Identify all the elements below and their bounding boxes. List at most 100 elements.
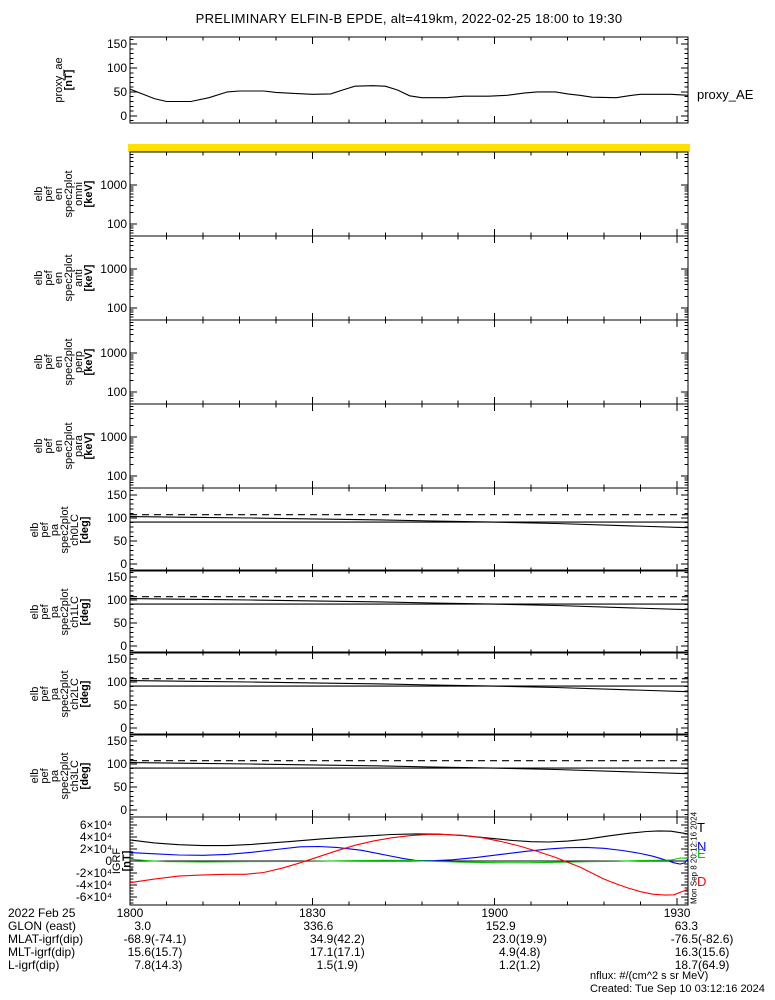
panel-pa_ch3lc: 150 100 50 0	[107, 733, 689, 818]
var-value: 336.6	[303, 919, 334, 933]
series-proxy_AE	[129, 85, 689, 103]
var-value: 7.8	[134, 958, 151, 972]
flux-units-note: nflux: #/(cm^2 s sr MeV)	[590, 970, 709, 982]
var-value: 1.2	[499, 958, 516, 972]
x-tick-label: 1930	[663, 906, 691, 920]
var-value-mapped: (15.7)	[151, 945, 183, 959]
y-tick-label: -2×10⁴	[76, 866, 112, 880]
panel-frame	[129, 151, 689, 237]
var-value: 17.1	[310, 945, 334, 959]
row-label-mlat: MLAT-igrf(dip)	[8, 932, 84, 946]
panel-frame	[129, 235, 689, 321]
y-axis-label-en_omni: elb pef en spec2plot omni [keV]	[33, 170, 95, 218]
y-tick-label: 100	[107, 217, 127, 231]
panel-en_perp: 1000 100	[100, 319, 689, 405]
var-value: 3.0	[134, 919, 151, 933]
y-tick-label: 150	[107, 488, 127, 502]
var-value-mapped: (15.6)	[698, 945, 730, 959]
series-T	[129, 830, 689, 847]
x-tick-label: 1830	[298, 906, 326, 920]
y-tick-label: 50	[114, 534, 128, 548]
y-tick-label: 100	[107, 61, 127, 75]
y-tick-label: 50	[114, 780, 128, 794]
var-value: 15.6	[127, 945, 151, 959]
panel-pa_ch0lc: 150 100 50 0	[107, 487, 689, 572]
y-tick-label: 100	[107, 675, 127, 689]
panel-frame	[129, 569, 689, 654]
panel-frame	[129, 36, 689, 124]
spectrogram-saturated-bin	[128, 144, 690, 152]
var-value: 4.9	[499, 945, 516, 959]
var-value: 18.7	[674, 958, 699, 972]
y-tick-label: 0	[120, 109, 127, 123]
y-axis-label-pa_ch1lc: elb pef pa spec2plot ch1LC [deg]	[29, 587, 91, 636]
row-label-glon: GLON (east)	[8, 919, 77, 933]
right-label-T: T	[697, 820, 705, 835]
date-label: 2022 Feb 25	[8, 906, 76, 920]
panel-frame	[129, 487, 689, 572]
y-tick-label: 0	[120, 639, 127, 653]
y-axis-label-pa_ch0lc: elb pef pa spec2plot ch0LC [deg]	[29, 505, 91, 554]
y-tick-label: 100	[107, 301, 127, 315]
created-timestamp: Created: Tue Sep 10 03:12:16 2024	[590, 983, 765, 995]
var-value-mapped: (-74.1)	[151, 932, 187, 946]
y-tick-label: 100	[107, 385, 127, 399]
var-value: -76.5	[670, 932, 699, 946]
y-tick-label: 0	[120, 721, 127, 735]
panel-en_anti: 1000 100	[100, 235, 689, 321]
var-value: 152.9	[485, 919, 516, 933]
y-tick-label: 0	[105, 854, 112, 868]
panel-frame	[129, 403, 689, 489]
y-tick-label: 100	[107, 511, 127, 525]
y-tick-label: -4×10⁴	[76, 878, 112, 892]
y-tick-label: 150	[107, 570, 127, 584]
row-label-lshell: L-igrf(dip)	[8, 958, 60, 972]
y-axis-label-igrf: IGRF [nT]	[111, 847, 133, 875]
series-loss-cone	[129, 762, 689, 775]
series-D	[129, 833, 689, 896]
y-tick-label: 1000	[100, 346, 127, 360]
var-value: 23.0	[492, 932, 516, 946]
x-tick-label: 1800	[116, 906, 144, 920]
y-tick-label: 100	[107, 757, 127, 771]
panel-frame	[129, 319, 689, 405]
y-axis-label-en_para: elb pef en spec2plot para [keV]	[33, 422, 95, 470]
right-label-D: D	[697, 874, 707, 889]
y-tick-label: 100	[107, 469, 127, 483]
y-tick-label: -6×10⁴	[76, 890, 112, 904]
var-value-mapped: (17.1)	[333, 945, 365, 959]
var-value: 63.3	[674, 919, 699, 933]
panel-frame	[129, 651, 689, 736]
y-tick-label: 1000	[100, 178, 127, 192]
series-loss-cone	[129, 680, 689, 693]
var-value-mapped: (1.9)	[333, 958, 359, 972]
y-axis-label-en_anti: elb pef en spec2plot anti [keV]	[33, 254, 95, 302]
var-value-mapped: (1.2)	[515, 958, 541, 972]
plot-title: PRELIMINARY ELFIN-B EPDE, alt=419km, 202…	[195, 11, 623, 26]
panel-en_para: 1000 100	[100, 403, 689, 489]
y-tick-label: 4×10⁴	[80, 830, 112, 844]
var-value: -68.9	[123, 932, 151, 946]
y-axis-label-proxy_ae: proxy_ae [nT]	[53, 57, 75, 103]
y-axis-label-pa_ch3lc: elb pef pa spec2plot ch3LC [deg]	[29, 751, 91, 800]
panel-en_omni: 1000 100	[100, 144, 690, 237]
var-value-mapped: (14.3)	[151, 958, 183, 972]
var-value: 16.3	[674, 945, 699, 959]
var-value-mapped: (4.8)	[515, 945, 541, 959]
y-tick-label: 50	[114, 616, 128, 630]
var-value-mapped: (-82.6)	[698, 932, 734, 946]
series-N	[129, 845, 689, 865]
panel-pa_ch2lc: 150 100 50 0	[107, 651, 689, 736]
y-tick-label: 150	[107, 652, 127, 666]
panel-frame	[129, 733, 689, 818]
row-label-mlt: MLT-igrf(dip)	[8, 945, 76, 959]
y-axis-label-en_perp: elb pef en spec2plot perp [keV]	[33, 338, 95, 386]
panel-proxy_ae: 150 100 50 0	[107, 36, 689, 124]
var-value-mapped: (19.9)	[515, 932, 548, 946]
y-tick-label: 2×10⁴	[80, 842, 112, 856]
y-tick-label: 50	[114, 698, 128, 712]
series-loss-cone	[129, 516, 689, 529]
